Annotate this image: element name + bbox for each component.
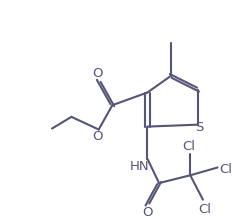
Text: O: O [92, 67, 103, 79]
Text: Cl: Cl [182, 140, 195, 153]
Text: HN: HN [130, 160, 150, 173]
Text: Cl: Cl [198, 203, 211, 216]
Text: O: O [142, 206, 153, 219]
Text: S: S [195, 121, 203, 134]
Text: O: O [92, 130, 103, 143]
Text: Cl: Cl [219, 163, 232, 176]
